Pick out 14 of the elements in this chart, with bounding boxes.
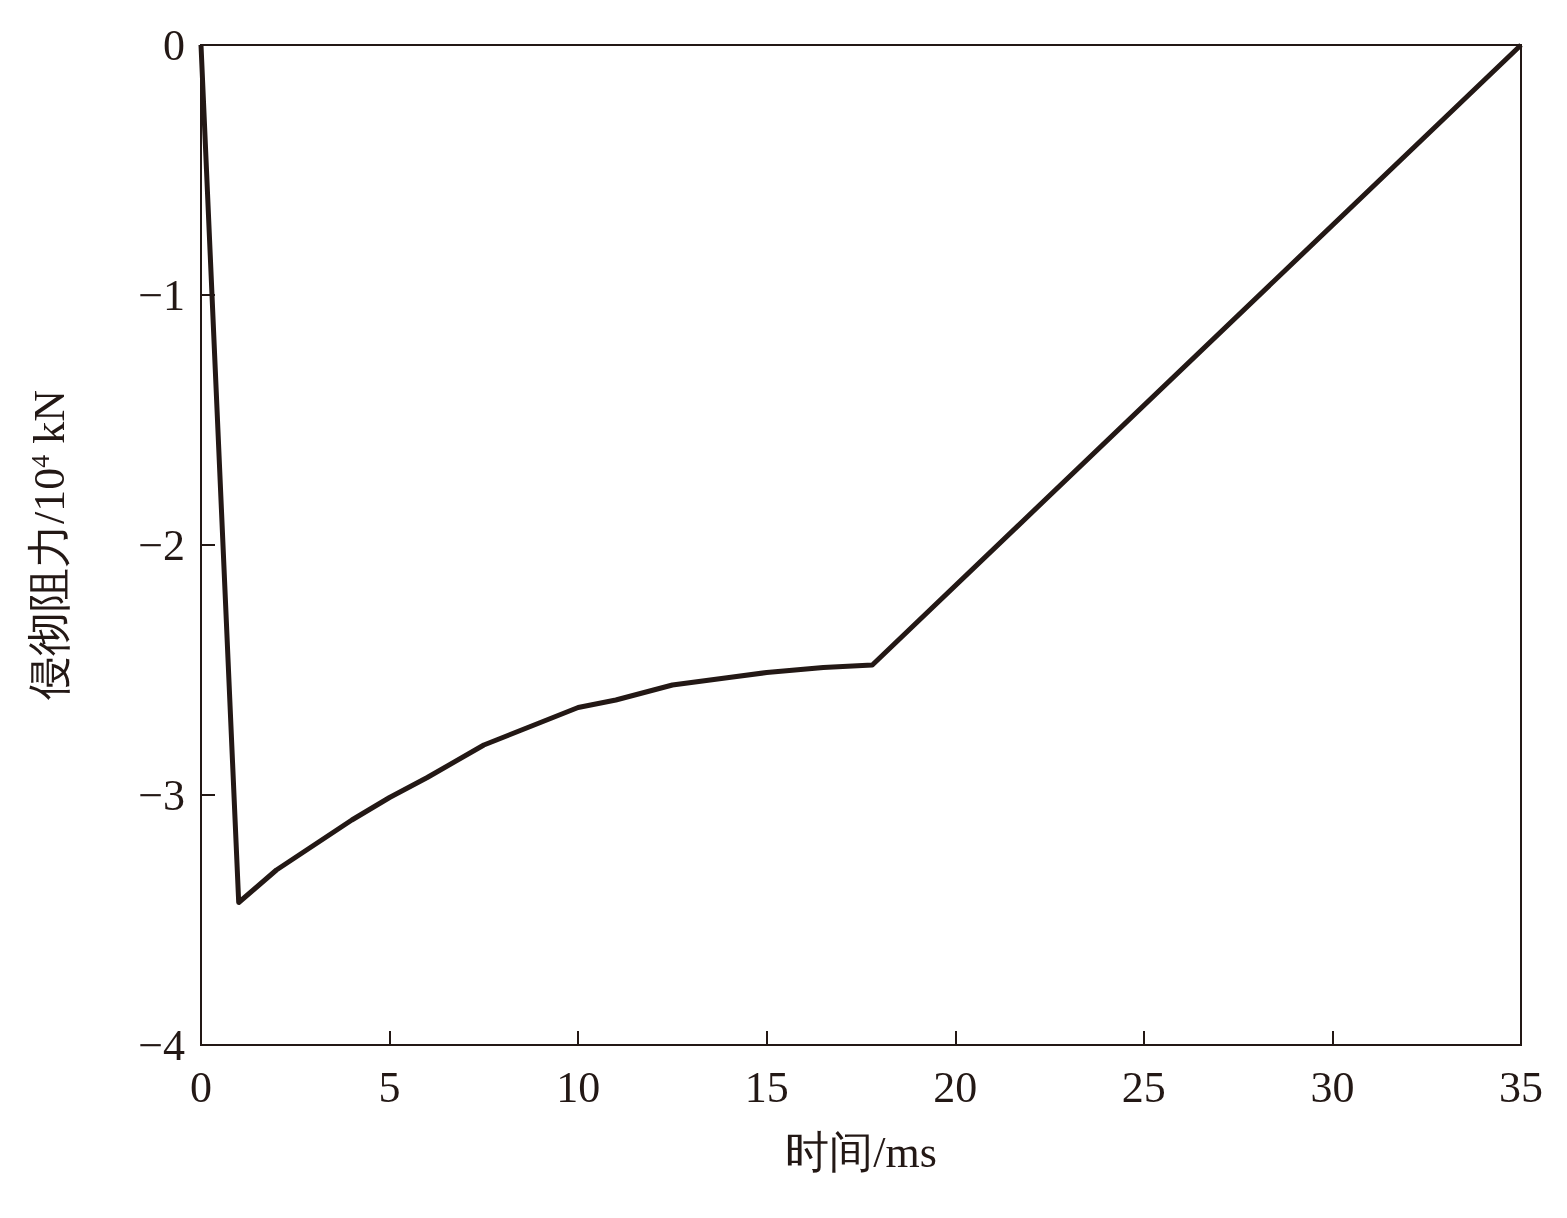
x-tick-label: 5 [378,1062,401,1112]
x-tick-label: 30 [1310,1062,1355,1112]
y-tick-label: −2 [138,520,185,570]
x-axis-title: 时间/ms [785,1127,937,1177]
x-tick-label: 10 [556,1062,601,1112]
y-tick-label: −3 [138,770,185,820]
y-tick-label: −1 [138,270,185,320]
x-tick-label: 25 [1121,1062,1166,1112]
y-tick-label: −4 [138,1020,185,1070]
x-tick-label: 15 [744,1062,789,1112]
y-axis-title: 侵彻阻力/104 kN [24,390,74,700]
x-tick-label: 20 [933,1062,978,1112]
x-tick-label: 35 [1499,1062,1543,1112]
y-tick-label: 0 [163,20,185,70]
